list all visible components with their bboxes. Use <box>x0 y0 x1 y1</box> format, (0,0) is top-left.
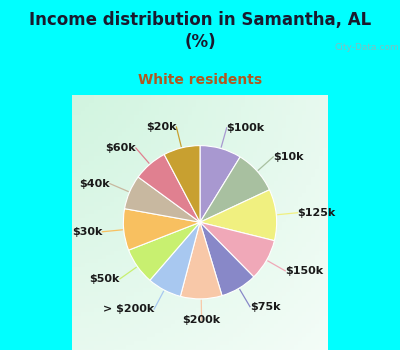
Text: $125k: $125k <box>298 208 336 218</box>
Text: $30k: $30k <box>72 227 102 237</box>
Text: $10k: $10k <box>273 152 304 162</box>
Text: City-Data.com: City-Data.com <box>335 43 399 52</box>
Wedge shape <box>200 157 270 222</box>
Wedge shape <box>200 222 274 277</box>
Wedge shape <box>200 146 240 222</box>
Wedge shape <box>124 177 200 222</box>
Wedge shape <box>200 190 277 241</box>
Text: $50k: $50k <box>90 274 120 284</box>
Text: > $200k: > $200k <box>103 304 154 314</box>
Wedge shape <box>164 146 200 222</box>
Wedge shape <box>200 222 254 296</box>
Wedge shape <box>150 222 200 296</box>
Text: $150k: $150k <box>285 266 323 276</box>
Text: $20k: $20k <box>146 122 176 132</box>
Text: $200k: $200k <box>182 315 221 326</box>
Wedge shape <box>138 154 200 222</box>
Wedge shape <box>123 209 200 250</box>
Text: $40k: $40k <box>79 178 110 189</box>
Text: $75k: $75k <box>250 302 280 312</box>
Text: $60k: $60k <box>105 143 136 153</box>
Wedge shape <box>129 222 200 280</box>
Text: Income distribution in Samantha, AL
(%): Income distribution in Samantha, AL (%) <box>29 10 371 51</box>
Wedge shape <box>180 222 222 299</box>
Text: White residents: White residents <box>138 74 262 88</box>
Text: $100k: $100k <box>227 123 265 133</box>
